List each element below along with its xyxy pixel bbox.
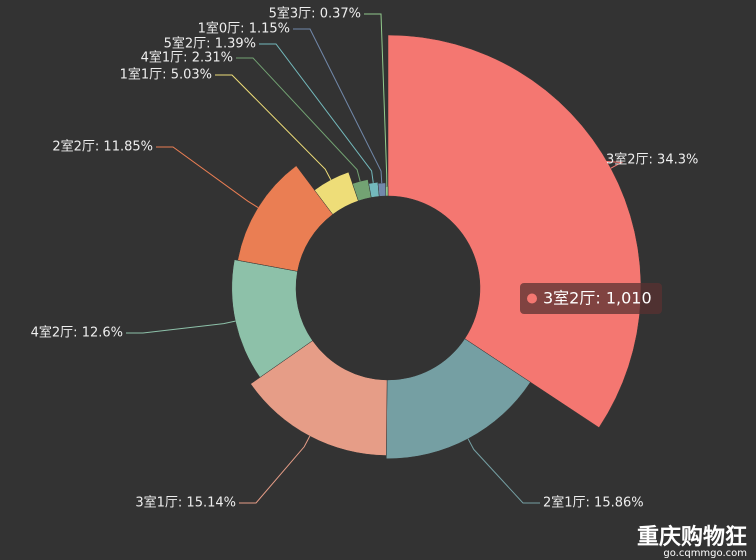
rose-sector [386,338,531,459]
data-label: 2室1厅: 15.86% [543,495,644,511]
label-line [293,28,383,184]
data-label: 5室2厅: 1.39% [164,36,256,52]
tooltip-box [520,283,662,314]
label-line [259,43,374,183]
label-line [156,146,259,208]
data-label: 4室1厅: 2.31% [141,50,233,66]
tooltip-dot [527,293,537,304]
rose-sector [377,182,387,197]
label-line [585,159,624,169]
data-label: 5室3厅: 0.37% [269,6,361,22]
data-label: 2室2厅: 11.85% [52,139,153,155]
label-line [467,438,540,504]
rose-sector [387,34,642,428]
rose-sector [231,259,313,378]
data-label: 1室0厅: 1.15% [198,21,290,37]
tooltip-text: 3室2厅: 1,010 [543,289,652,308]
watermark-url: go.cqmmgo.com [663,548,747,559]
label-line [215,74,332,180]
data-label: 3室2厅: 34.3% [606,152,698,168]
data-label: 4室2厅: 12.6% [31,325,123,341]
data-label: 1室1厅: 5.03% [120,67,212,83]
label-line [364,13,388,187]
rose-sector [385,186,389,197]
watermark-title: 重庆购物狂 [637,524,747,550]
label-line [239,435,311,504]
data-label: 3室1厅: 15.14% [135,495,236,511]
rose-sector [250,340,388,456]
label-line [236,57,361,182]
rose-sector [237,165,334,272]
label-line [126,320,236,334]
